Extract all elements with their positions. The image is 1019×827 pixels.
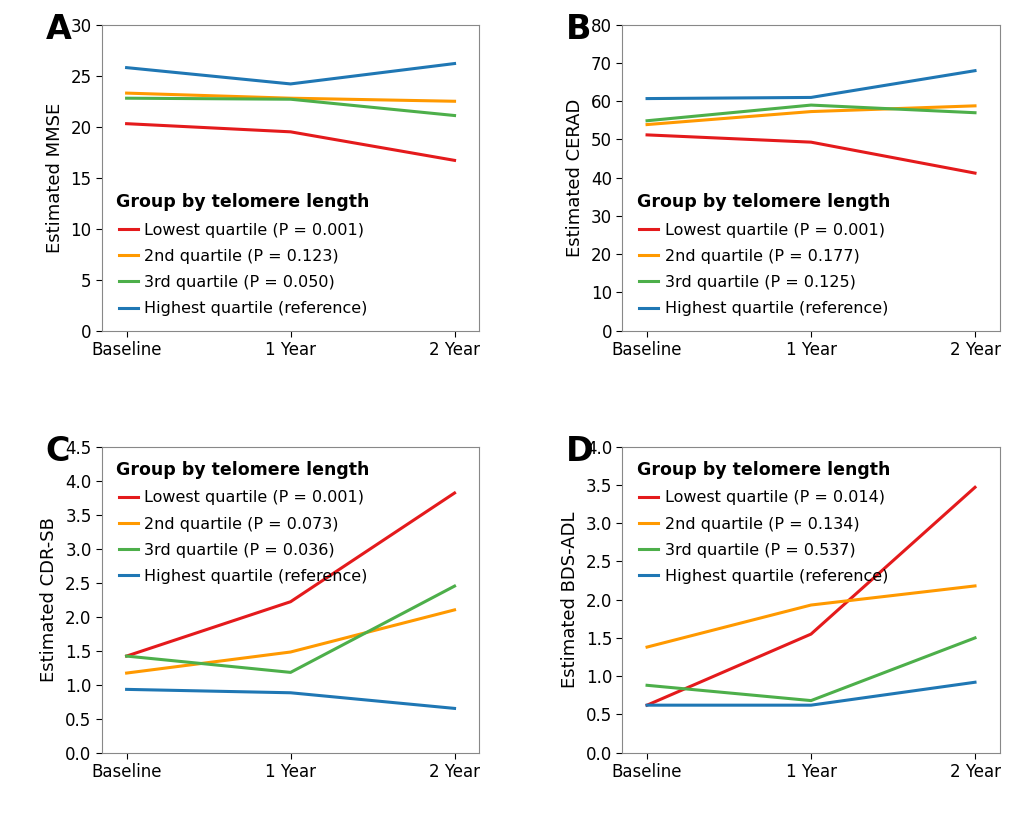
Y-axis label: Estimated MMSE: Estimated MMSE [46,103,63,253]
Legend: Lowest quartile (P = 0.001), 2nd quartile (P = 0.123), 3rd quartile (P = 0.050),: Lowest quartile (P = 0.001), 2nd quartil… [110,187,376,323]
Text: D: D [566,434,593,467]
Y-axis label: Estimated BDS-ADL: Estimated BDS-ADL [560,511,578,688]
Y-axis label: Estimated CERAD: Estimated CERAD [566,98,584,257]
Text: C: C [46,434,70,467]
Legend: Lowest quartile (P = 0.001), 2nd quartile (P = 0.177), 3rd quartile (P = 0.125),: Lowest quartile (P = 0.001), 2nd quartil… [630,187,896,323]
Legend: Lowest quartile (P = 0.001), 2nd quartile (P = 0.073), 3rd quartile (P = 0.036),: Lowest quartile (P = 0.001), 2nd quartil… [110,455,376,590]
Y-axis label: Estimated CDR-SB: Estimated CDR-SB [40,517,58,682]
Text: B: B [566,12,591,45]
Text: A: A [46,12,71,45]
Legend: Lowest quartile (P = 0.014), 2nd quartile (P = 0.134), 3rd quartile (P = 0.537),: Lowest quartile (P = 0.014), 2nd quartil… [630,455,896,590]
